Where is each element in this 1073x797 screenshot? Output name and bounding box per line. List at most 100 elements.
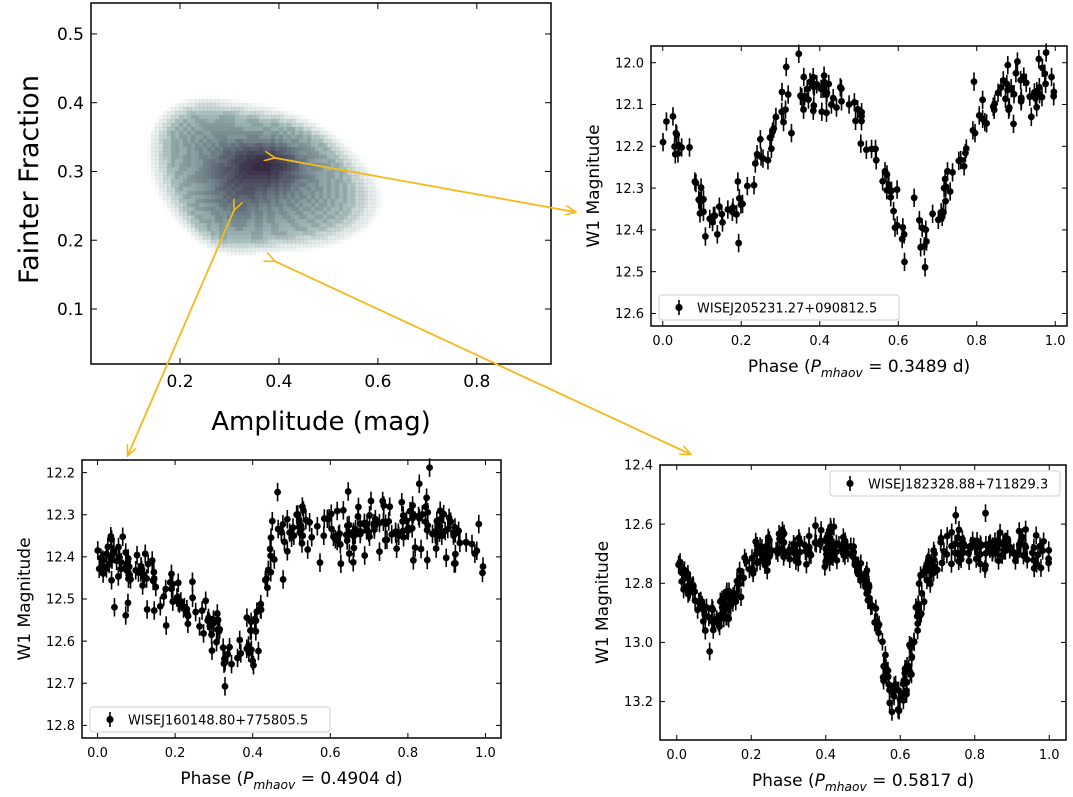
- density-cell: [187, 175, 192, 180]
- density-cell: [171, 159, 176, 164]
- data-point: [250, 661, 257, 669]
- data-point: [948, 528, 956, 536]
- density-cell: [287, 179, 292, 184]
- density-cell: [287, 219, 292, 224]
- density-cell: [331, 175, 336, 180]
- density-cell: [255, 231, 260, 236]
- data-point: [719, 218, 726, 226]
- density-cell: [315, 175, 320, 180]
- density-cell: [207, 199, 212, 204]
- data-point: [780, 539, 788, 546]
- density-cell: [159, 155, 164, 160]
- data-point: [954, 550, 962, 558]
- density-cell: [291, 115, 296, 120]
- density-cell: [283, 119, 288, 124]
- density-cell: [215, 239, 220, 244]
- x-tick-label: 0.4: [242, 746, 263, 761]
- density-cell: [267, 247, 272, 252]
- density-cell: [151, 183, 156, 188]
- density-cell: [163, 195, 168, 200]
- density-cell: [159, 183, 164, 188]
- density-cell: [223, 195, 228, 200]
- density-cell: [335, 195, 340, 200]
- density-cell: [303, 235, 308, 240]
- density-cell: [243, 235, 248, 240]
- density-cell: [291, 187, 296, 192]
- density-cell: [271, 151, 276, 156]
- density-cell: [159, 179, 164, 184]
- density-cell: [175, 127, 180, 132]
- density-cell: [275, 219, 280, 224]
- density-cell: [239, 179, 244, 184]
- density-cell: [191, 219, 196, 224]
- density-cell: [183, 199, 188, 204]
- data-point: [996, 529, 1004, 537]
- density-cell: [351, 187, 356, 192]
- data-point: [716, 598, 724, 605]
- data-point: [857, 559, 865, 567]
- density-cell: [327, 207, 332, 212]
- density-cell: [271, 183, 276, 188]
- density-cell: [183, 211, 188, 216]
- data-point: [150, 607, 158, 614]
- density-cell: [291, 215, 296, 220]
- density-cell: [179, 219, 184, 224]
- density-cell: [211, 95, 216, 100]
- density-cell: [199, 215, 204, 220]
- density-cell: [227, 147, 232, 152]
- density-cell: [183, 191, 188, 196]
- density-cell: [255, 207, 260, 212]
- density-cell: [259, 219, 264, 224]
- density-cell: [203, 207, 208, 212]
- density-cell: [355, 235, 360, 240]
- density-cell: [299, 151, 304, 156]
- x-tick-label: 0.2: [741, 748, 762, 763]
- density-cell: [251, 115, 256, 120]
- density-cell: [279, 143, 284, 148]
- density-cell: [231, 111, 236, 116]
- density-cell: [147, 167, 152, 172]
- density-cell: [195, 223, 200, 228]
- density-cell: [175, 107, 180, 112]
- y-tick-label: 12.5: [46, 593, 75, 608]
- density-cell: [275, 175, 280, 180]
- density-cell: [179, 111, 184, 116]
- data-point: [943, 550, 951, 558]
- density-cell: [307, 191, 312, 196]
- density-cell: [191, 187, 196, 192]
- data-point: [366, 512, 373, 519]
- density-cell: [275, 119, 280, 124]
- density-cell: [179, 115, 184, 120]
- density-cell: [235, 183, 240, 188]
- density-cell: [211, 243, 216, 248]
- data-point: [143, 606, 151, 613]
- density-cell: [195, 207, 200, 212]
- density-cell: [279, 187, 284, 192]
- density-cell: [355, 187, 360, 192]
- density-cell: [355, 151, 360, 156]
- density-cell: [235, 167, 240, 172]
- data-point: [766, 134, 774, 142]
- data-point: [995, 557, 1002, 565]
- density-cell: [271, 219, 276, 224]
- density-cell: [171, 207, 176, 212]
- density-cell: [207, 207, 212, 212]
- density-cell: [283, 107, 288, 112]
- data-point: [778, 88, 786, 96]
- density-cell: [343, 207, 348, 212]
- density-cell: [195, 235, 200, 240]
- data-point: [104, 543, 112, 551]
- density-cell: [347, 143, 352, 148]
- density-cell: [371, 199, 376, 204]
- density-cell: [223, 247, 228, 252]
- data-point: [780, 548, 788, 555]
- density-cell: [271, 235, 276, 240]
- y-axis-label: W1 Magnitude: [593, 541, 613, 664]
- x-tick-label: 0.2: [731, 334, 752, 349]
- density-cell: [307, 159, 312, 164]
- density-cell: [271, 243, 276, 248]
- density-cell: [267, 199, 272, 204]
- data-point: [354, 513, 362, 520]
- density-cell: [315, 227, 320, 232]
- density-cell: [243, 195, 248, 200]
